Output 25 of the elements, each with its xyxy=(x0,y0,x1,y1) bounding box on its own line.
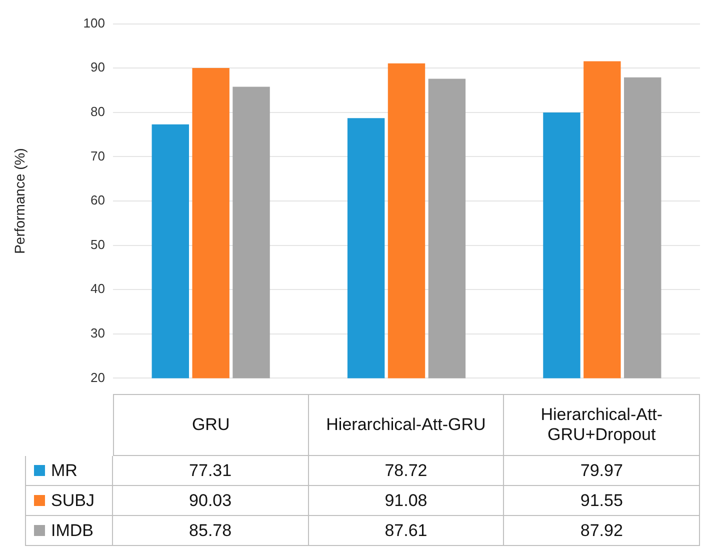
y-axis-title: Performance (%) xyxy=(11,148,28,254)
data-label: 87.92 xyxy=(504,516,700,546)
data-label: 79.97 xyxy=(504,456,700,486)
y-tick-label: 60 xyxy=(90,192,105,208)
legend-label: SUBJ xyxy=(51,490,94,510)
x-tick-label: GRU xyxy=(113,394,309,456)
y-tick-label: 30 xyxy=(90,325,105,340)
y-tick-label: 40 xyxy=(90,281,105,296)
y-tick-label: 20 xyxy=(90,370,105,385)
y-tick-label: 70 xyxy=(90,148,105,164)
y-tick-label: 80 xyxy=(90,104,105,119)
legend-label: MR xyxy=(51,460,78,480)
data-label: 78.72 xyxy=(308,456,504,486)
data-label: 91.55 xyxy=(504,486,700,516)
y-tick-label: 50 xyxy=(90,236,105,252)
y-tick-label: 100 xyxy=(83,15,105,30)
x-tick-label: Hierarchical-Att-GRU xyxy=(308,394,504,456)
data-label: 77.31 xyxy=(113,456,309,486)
data-label: 85.78 xyxy=(113,516,309,546)
y-tick-label: 90 xyxy=(90,60,105,75)
data-label: 87.61 xyxy=(308,516,504,546)
x-tick-label: Hierarchical-Att-GRU+Dropout xyxy=(504,394,700,456)
data-label: 91.08 xyxy=(308,486,504,516)
data-label: 90.03 xyxy=(113,486,309,516)
legend-label: IMDB xyxy=(51,520,94,540)
